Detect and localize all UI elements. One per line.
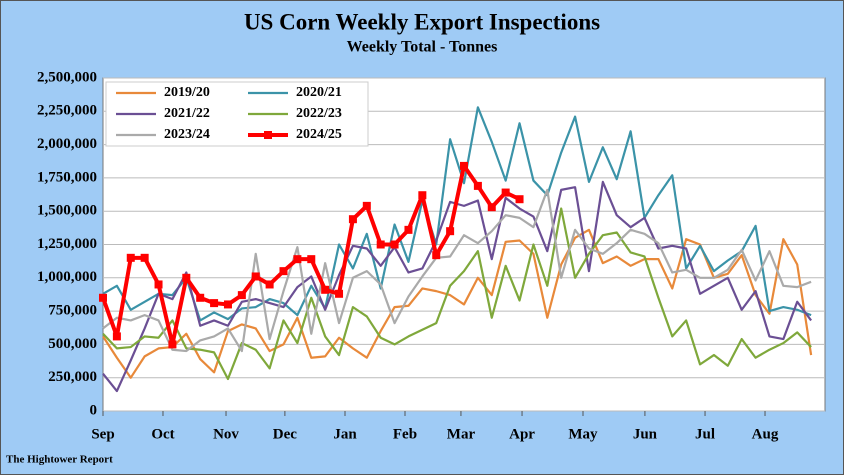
series-marker	[237, 291, 246, 300]
series-line	[102, 207, 812, 381]
series-marker	[487, 203, 496, 212]
x-tick-label: Oct	[151, 426, 174, 442]
series-marker	[265, 280, 274, 289]
series-marker	[446, 227, 455, 236]
series-marker	[418, 191, 427, 200]
y-tick-label: 2,000,000	[37, 136, 97, 152]
series-marker	[348, 215, 357, 224]
series-marker	[335, 289, 344, 298]
series-line	[102, 228, 813, 379]
y-tick-label: 250,000	[48, 369, 97, 385]
x-tick-label: Jun	[633, 426, 658, 442]
y-tick-label: 2,500,000	[37, 69, 97, 85]
legend-label: 2024/25	[296, 127, 342, 142]
series-marker	[223, 300, 232, 309]
x-tick-label: Mar	[447, 426, 476, 442]
legend-label: 2023/24	[164, 127, 210, 142]
x-tick-label: Jan	[333, 426, 357, 442]
series-line	[102, 106, 812, 322]
legend-label: 2020/21	[296, 85, 342, 100]
legend-label: 2021/22	[164, 106, 210, 121]
series-marker	[432, 251, 441, 260]
y-tick-label: 750,000	[48, 303, 97, 319]
series-marker	[390, 240, 399, 249]
series-marker	[182, 273, 191, 282]
y-tick-label: 1,500,000	[37, 203, 97, 219]
x-tick-label: Jul	[695, 426, 715, 442]
y-tick-label: 0	[90, 402, 98, 418]
y-tick-label: 1,250,000	[37, 236, 97, 252]
series-line	[102, 188, 812, 353]
x-tick-label: Sep	[91, 426, 114, 442]
series-marker	[196, 293, 205, 302]
series-marker	[501, 188, 510, 197]
series-marker	[321, 285, 330, 294]
legend-label: 2019/20	[164, 85, 210, 100]
source-note: The Hightower Report	[6, 454, 113, 466]
series-marker	[376, 240, 385, 249]
x-tick-label: May	[568, 426, 598, 442]
chart-title: US Corn Weekly Export Inspections	[244, 9, 600, 34]
y-tick-label: 2,250,000	[37, 103, 97, 119]
chart-subtitle: Weekly Total - Tonnes	[347, 39, 498, 56]
series-marker	[140, 253, 149, 262]
series-marker	[460, 161, 468, 170]
y-tick-label: 1,000,000	[37, 269, 97, 285]
x-tick-label: Feb	[393, 426, 417, 442]
x-tick-label: Aug	[752, 426, 779, 442]
series-marker	[251, 272, 260, 281]
series-marker	[362, 201, 371, 210]
legend-label: 2022/23	[296, 106, 342, 121]
x-tick-label: Dec	[273, 426, 297, 442]
legend-marker	[264, 131, 272, 139]
y-tick-label: 1,750,000	[37, 169, 97, 185]
series-marker	[126, 253, 135, 262]
series-marker	[168, 340, 177, 349]
series-marker	[404, 225, 413, 234]
series-marker	[279, 267, 288, 276]
series-marker	[307, 255, 316, 264]
series-marker	[293, 255, 302, 264]
y-tick-label: 500,000	[48, 336, 97, 352]
series-marker	[210, 299, 219, 308]
series-marker	[473, 181, 482, 190]
series-marker	[515, 195, 524, 204]
x-tick-label: Apr	[509, 426, 535, 442]
series-marker	[99, 293, 107, 302]
series-marker	[112, 332, 121, 341]
series-marker	[154, 280, 163, 289]
x-tick-label: Nov	[213, 426, 239, 442]
